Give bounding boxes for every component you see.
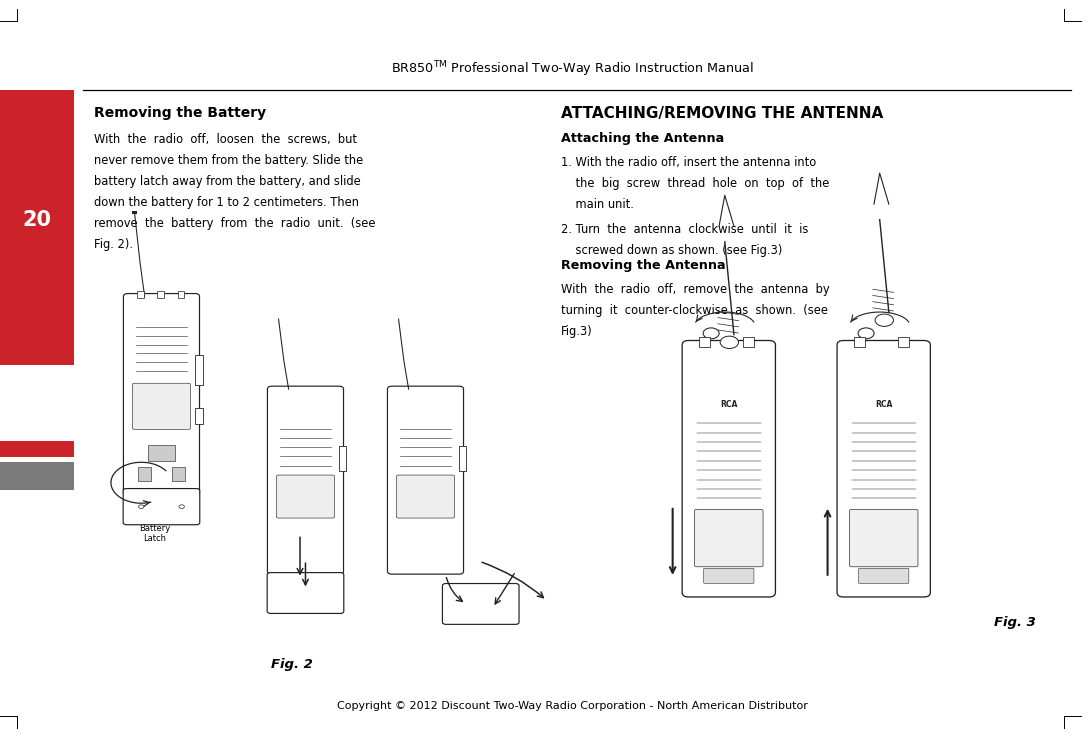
Bar bbox=[0, 441, 74, 457]
Text: remove  the  battery  from  the  radio  unit.  (see: remove the battery from the radio unit. … bbox=[94, 217, 375, 230]
Text: 20: 20 bbox=[23, 210, 51, 230]
Bar bbox=[854, 337, 865, 347]
Text: Battery
Latch: Battery Latch bbox=[140, 524, 170, 543]
Text: the  big  screw  thread  hole  on  top  of  the: the big screw thread hole on top of the bbox=[561, 177, 829, 189]
Bar bbox=[743, 337, 755, 347]
Text: RCA: RCA bbox=[720, 400, 738, 409]
FancyBboxPatch shape bbox=[276, 475, 335, 518]
Bar bbox=[0, 462, 74, 490]
Text: screwed down as shown. (see Fig.3): screwed down as shown. (see Fig.3) bbox=[561, 245, 782, 257]
FancyBboxPatch shape bbox=[123, 293, 200, 495]
FancyBboxPatch shape bbox=[132, 383, 191, 430]
Bar bbox=[0, 90, 74, 365]
Bar bbox=[339, 446, 346, 471]
FancyBboxPatch shape bbox=[396, 475, 455, 518]
FancyBboxPatch shape bbox=[443, 584, 519, 624]
Bar bbox=[137, 467, 152, 481]
Circle shape bbox=[720, 336, 739, 349]
Bar bbox=[699, 337, 710, 347]
Text: With  the  radio  off,  remove  the  antenna  by: With the radio off, remove the antenna b… bbox=[561, 283, 829, 296]
FancyBboxPatch shape bbox=[850, 509, 918, 567]
Bar bbox=[459, 446, 466, 471]
FancyBboxPatch shape bbox=[123, 489, 200, 525]
Text: ATTACHING/REMOVING THE ANTENNA: ATTACHING/REMOVING THE ANTENNA bbox=[561, 106, 883, 121]
Circle shape bbox=[875, 314, 894, 326]
Text: Attaching the Antenna: Attaching the Antenna bbox=[561, 132, 724, 145]
Text: down the battery for 1 to 2 centimeters. Then: down the battery for 1 to 2 centimeters.… bbox=[94, 196, 359, 209]
Text: BR850$^{\mathregular{TM}}$ Professional Two-Way Radio Instruction Manual: BR850$^{\mathregular{TM}}$ Professional … bbox=[392, 60, 754, 79]
Text: With  the  radio  off,  loosen  the  screws,  but: With the radio off, loosen the screws, b… bbox=[94, 133, 357, 146]
Text: Copyright © 2012 Discount Two-Way Radio Corporation - North American Distributor: Copyright © 2012 Discount Two-Way Radio … bbox=[337, 701, 808, 711]
Bar bbox=[195, 355, 203, 385]
Text: 2. Turn  the  antenna  clockwise  until  it  is: 2. Turn the antenna clockwise until it i… bbox=[561, 223, 808, 237]
Text: Removing the Battery: Removing the Battery bbox=[94, 106, 266, 120]
Bar bbox=[178, 290, 184, 298]
Text: Fig. 2).: Fig. 2). bbox=[94, 237, 133, 251]
Bar bbox=[195, 408, 203, 424]
Text: turning  it  counter-clockwise  as  shown.  (see: turning it counter-clockwise as shown. (… bbox=[561, 304, 828, 317]
Text: 1. With the radio off, insert the antenna into: 1. With the radio off, insert the antenn… bbox=[561, 156, 816, 169]
FancyBboxPatch shape bbox=[704, 568, 754, 584]
Text: never remove them from the battery. Slide the: never remove them from the battery. Slid… bbox=[94, 154, 363, 167]
Text: battery latch away from the battery, and slide: battery latch away from the battery, and… bbox=[94, 175, 361, 188]
Circle shape bbox=[858, 328, 874, 339]
FancyBboxPatch shape bbox=[387, 386, 464, 574]
FancyBboxPatch shape bbox=[682, 340, 776, 597]
Bar bbox=[898, 337, 910, 347]
Bar bbox=[148, 445, 175, 461]
Bar bbox=[137, 290, 144, 298]
FancyBboxPatch shape bbox=[859, 568, 909, 584]
Text: main unit.: main unit. bbox=[561, 198, 634, 211]
Circle shape bbox=[703, 328, 719, 339]
Circle shape bbox=[139, 505, 144, 509]
FancyBboxPatch shape bbox=[267, 573, 344, 613]
Text: Fig. 3: Fig. 3 bbox=[994, 616, 1035, 629]
Text: Fig. 2: Fig. 2 bbox=[272, 658, 313, 671]
FancyBboxPatch shape bbox=[837, 340, 931, 597]
FancyBboxPatch shape bbox=[267, 386, 344, 574]
Bar bbox=[157, 290, 164, 298]
Bar bbox=[171, 467, 185, 481]
Text: Removing the Antenna: Removing the Antenna bbox=[561, 259, 726, 273]
Bar bbox=[132, 211, 137, 214]
Text: RCA: RCA bbox=[875, 400, 892, 409]
Circle shape bbox=[179, 505, 184, 509]
FancyBboxPatch shape bbox=[695, 509, 763, 567]
Text: Fig.3): Fig.3) bbox=[561, 325, 592, 338]
